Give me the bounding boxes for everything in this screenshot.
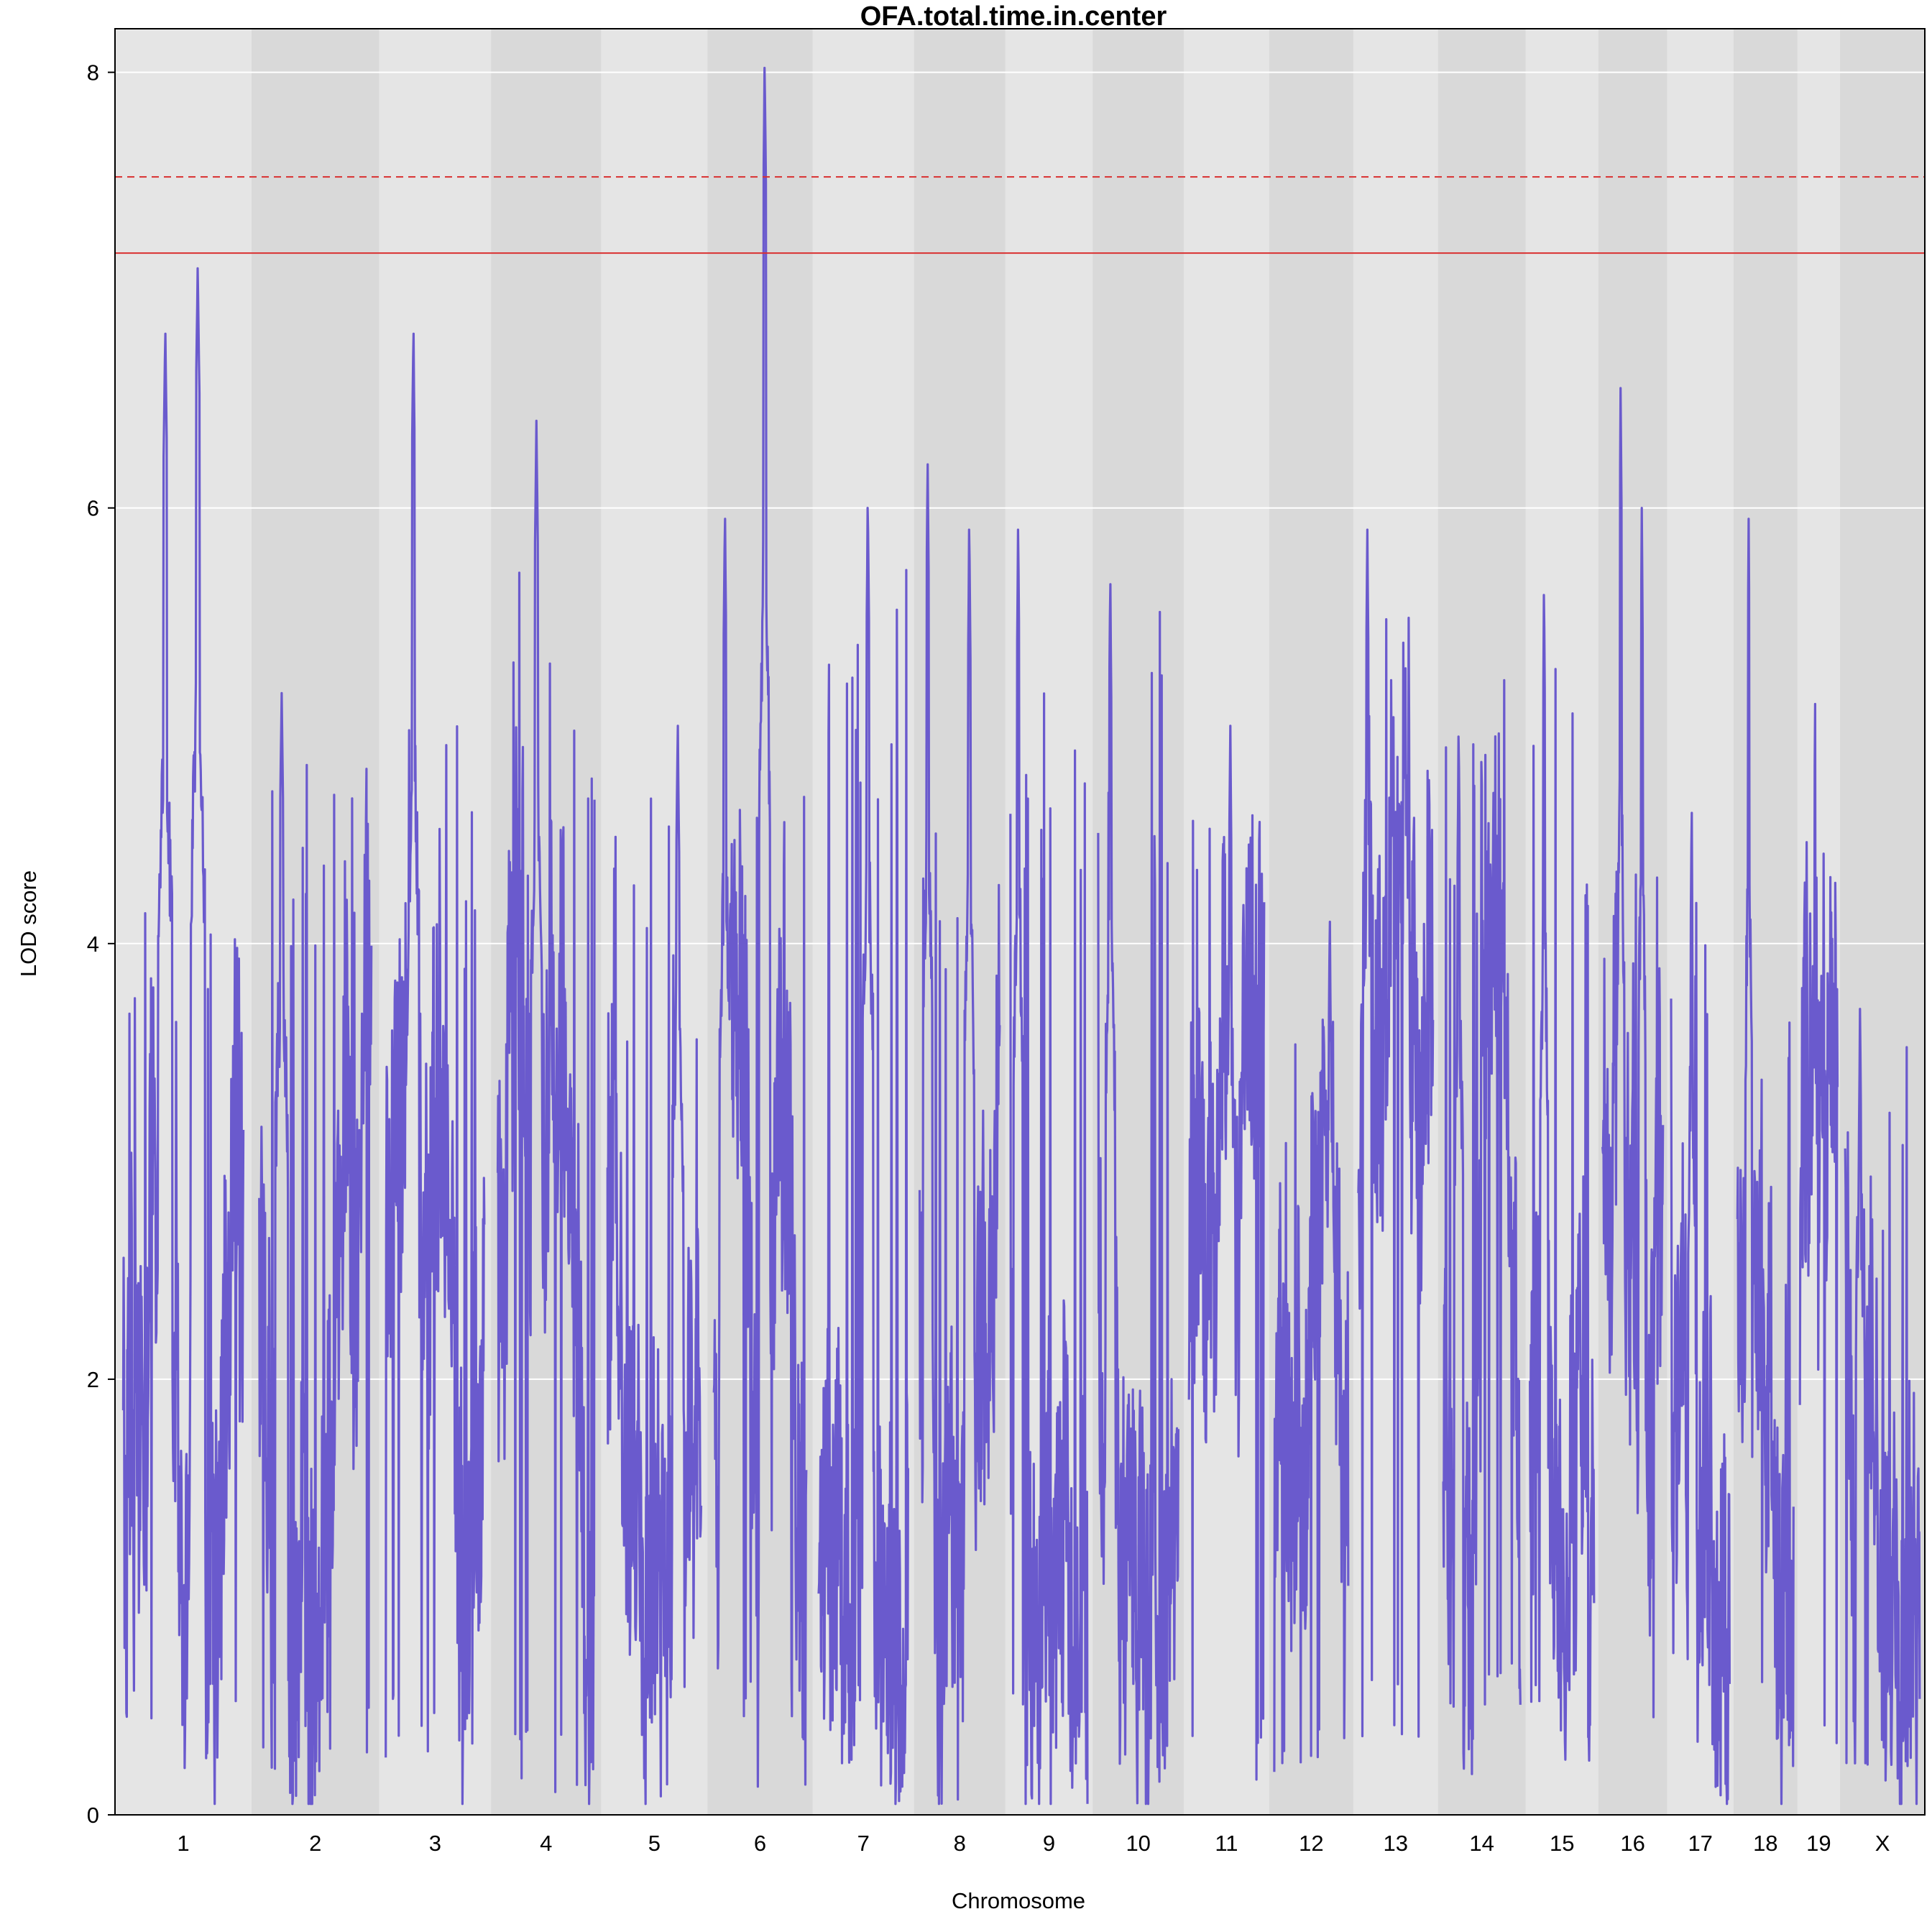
lod-curve-chr-1 [121,267,245,1806]
lod-curve-chr-4 [496,419,596,1806]
x-tick-label-chr-12: 12 [1299,1831,1323,1856]
lod-curve-chr-8 [918,463,1001,1806]
lod-curve-chr-19 [1798,702,1839,1744]
lod-curve-group [121,66,1921,1806]
y-axis: 0 2 4 6 8 [87,60,115,1828]
y-tick-label: 6 [87,496,99,521]
x-tick-label-chr-14: 14 [1469,1831,1494,1856]
lod-curve-chr-2 [258,691,373,1806]
chromosome-band-1 [115,29,252,1815]
x-tick-label-chr-6: 6 [754,1831,766,1856]
chart-title: OFA.total.time.in.center [860,1,1167,32]
x-tick-label-chr-4: 4 [540,1831,552,1856]
lod-curve-chr-16 [1601,387,1665,1719]
lod-curve-chr-7 [817,507,909,1806]
lod-curve-chr-3 [385,332,486,1806]
x-tick-label-chr-2: 2 [309,1831,321,1856]
lod-curve-chr-9 [1009,528,1089,1806]
x-axis: 1 2 3 4 5 6 7 8 9 10 11 12 13 14 15 16 17 18 19 X [177,1831,1890,1856]
lod-curve-chr-11 [1187,724,1266,1781]
lod-curve-chr-18 [1736,518,1795,1806]
x-tick-label-chr-11: 11 [1215,1831,1238,1856]
x-tick-label-chr-10: 10 [1126,1831,1150,1856]
y-tick-label: 8 [87,60,99,86]
lod-curve-chr-5 [606,724,703,1806]
x-tick-label-chr-19: 19 [1806,1831,1831,1856]
y-axis-label: LOD score [16,870,41,977]
lod-curve-chr-12 [1273,920,1350,1772]
lod-curve-chr-6 [712,66,808,1788]
x-tick-label-chr-13: 13 [1384,1831,1408,1856]
lod-curve-chr-X [1844,1008,1921,1806]
x-tick-label-chr-8: 8 [954,1831,966,1856]
x-tick-label-chr-3: 3 [429,1831,441,1856]
y-tick-label: 2 [87,1367,99,1392]
plot-frame [114,28,1926,1816]
x-tick-label-chr-1: 1 [177,1831,189,1856]
lod-curve-chr-17 [1670,811,1731,1806]
y-tick-label: 4 [87,932,99,957]
lod-curve-chr-13 [1357,528,1435,1738]
x-tick-label-chr-17: 17 [1688,1831,1712,1856]
x-tick-label-chr-18: 18 [1753,1831,1777,1856]
lod-curve-chr-10 [1097,583,1179,1806]
x-tick-label-chr-5: 5 [648,1831,661,1856]
x-tick-label-chr-16: 16 [1620,1831,1644,1856]
y-tick-label: 0 [87,1803,99,1828]
threshold-lines [115,176,1925,254]
x-tick-label-chr-X: X [1875,1831,1890,1856]
lod-curve-chr-14 [1442,678,1522,1775]
x-axis-label: Chromosome [952,1888,1085,1913]
x-tick-label-chr-7: 7 [857,1831,870,1856]
lod-curve-chr-15 [1529,594,1596,1762]
x-tick-label-chr-15: 15 [1550,1831,1574,1856]
x-tick-label-chr-9: 9 [1043,1831,1055,1856]
